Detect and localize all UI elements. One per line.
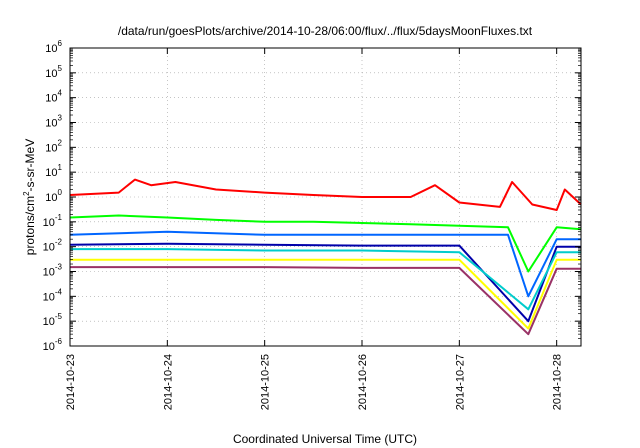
x-tick-label: 2014-10-23 bbox=[65, 354, 77, 410]
series-group bbox=[69, 178, 582, 336]
series-line-7 bbox=[70, 266, 581, 336]
y-tick-label: 10-1 bbox=[43, 213, 63, 229]
y-tick-label: 10-3 bbox=[43, 263, 63, 279]
series-line-1 bbox=[69, 178, 582, 211]
y-tick-label: 101 bbox=[45, 163, 62, 179]
y-ticks: 10-6 10-5 10-4 10-3 10-2 10-1 100 101 102 103 104 1… bbox=[43, 39, 581, 353]
y-tick-label: 10-4 bbox=[43, 287, 63, 303]
y-axis-label: protons/cm2-s-sr-MeV bbox=[22, 139, 37, 255]
x-tick-label: 2014-10-25 bbox=[260, 354, 272, 410]
series-line-3 bbox=[69, 230, 581, 298]
y-tick-label: 10-6 bbox=[43, 337, 63, 353]
y-tick-label: 10-5 bbox=[43, 312, 63, 328]
y-axis-label-base: protons/cm bbox=[23, 196, 37, 255]
chart-title: /data/run/goesPlots/archive/2014-10-28/0… bbox=[118, 24, 533, 38]
y-tick-label: 104 bbox=[45, 89, 62, 105]
x-axis-label: Coordinated Universal Time (UTC) bbox=[233, 432, 417, 446]
y-tick-label: 102 bbox=[45, 138, 62, 154]
x-tick-label: 2014-10-27 bbox=[454, 354, 466, 410]
y-axis-label-rest: -s-sr-MeV bbox=[23, 139, 37, 192]
y-tick-label: 10-2 bbox=[43, 238, 63, 254]
x-tick-label: 2014-10-28 bbox=[552, 354, 564, 410]
x-tick-label: 2014-10-24 bbox=[162, 354, 174, 410]
y-axis-label-sup: 2 bbox=[22, 191, 31, 196]
x-ticks: 2014-10-23 2014-10-24 2014-10-25 2014-10-26… bbox=[65, 48, 564, 410]
series-line-5 bbox=[69, 242, 581, 323]
y-tick-label: 103 bbox=[45, 114, 62, 130]
x-tick-label: 2014-10-26 bbox=[357, 354, 369, 410]
y-tick-label: 105 bbox=[45, 64, 62, 80]
series-line-6 bbox=[70, 258, 581, 330]
y-tick-label: 106 bbox=[45, 39, 62, 55]
y-tick-label: 100 bbox=[45, 188, 62, 204]
series-line-2 bbox=[69, 214, 582, 273]
series-line-4 bbox=[70, 248, 581, 311]
